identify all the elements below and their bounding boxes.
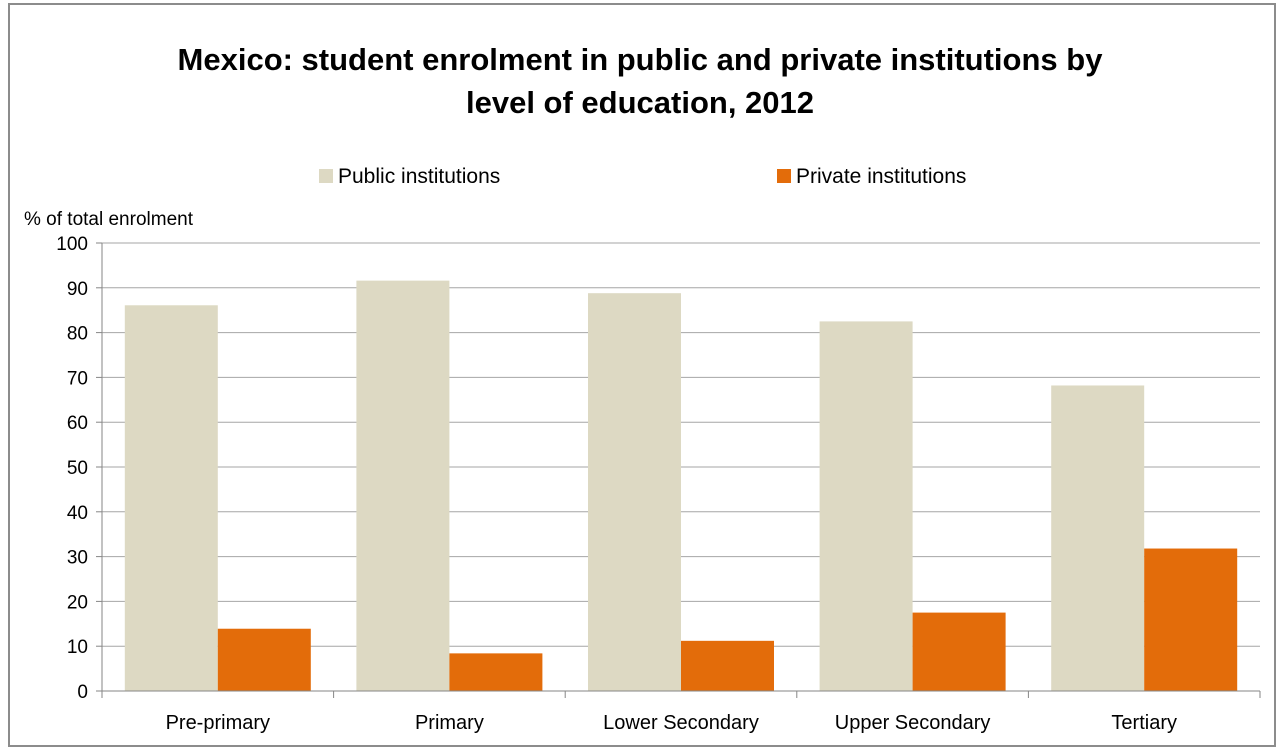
legend-swatch-private — [777, 169, 791, 183]
y-tick-label: 80 — [67, 324, 88, 345]
bar-public — [1051, 385, 1145, 691]
legend-swatch-public — [319, 169, 333, 183]
y-tick-label: 100 — [56, 234, 88, 255]
bar-private — [449, 653, 543, 691]
x-tick-label: Tertiary — [1111, 712, 1177, 734]
bar-private — [912, 612, 1006, 691]
y-tick-label: 30 — [67, 548, 88, 569]
chart-title-line-1: Mexico: student enrolment in public and … — [178, 42, 1104, 77]
y-tick-label: 0 — [77, 682, 88, 703]
y-tick-labels: 0 10 20 30 40 50 60 70 80 90 100 — [56, 234, 88, 703]
bar-private — [681, 640, 774, 691]
bar-public — [588, 293, 681, 691]
y-tick-label: 60 — [67, 413, 88, 434]
chart-title-line-2: level of education, 2012 — [466, 85, 814, 120]
y-tick-label: 10 — [67, 637, 88, 658]
bar-public — [819, 321, 913, 691]
x-tick-label: Pre-primary — [166, 712, 270, 734]
bar-public — [124, 305, 218, 691]
x-tick-label: Upper Secondary — [835, 712, 991, 734]
y-axis-label: % of total enrolment — [24, 209, 194, 230]
bar-private — [1144, 548, 1238, 691]
axes — [96, 242, 1261, 698]
y-tick-label: 40 — [67, 503, 88, 524]
x-tick-labels: Pre-primary Primary Lower Secondary Upper S… — [166, 712, 1177, 734]
bar-private — [217, 628, 311, 691]
x-tick-label: Primary — [415, 712, 484, 734]
y-tick-label: 90 — [67, 279, 88, 300]
x-tick-label: Lower Secondary — [603, 712, 759, 734]
bars — [124, 280, 1238, 691]
legend-label-public: Public institutions — [338, 165, 500, 188]
y-tick-label: 70 — [67, 368, 88, 389]
legend: Public institutions Private institutions — [319, 165, 966, 188]
y-tick-label: 20 — [67, 592, 88, 613]
y-tick-label: 50 — [67, 458, 88, 479]
bar-public — [356, 280, 450, 691]
legend-label-private: Private institutions — [796, 165, 966, 188]
